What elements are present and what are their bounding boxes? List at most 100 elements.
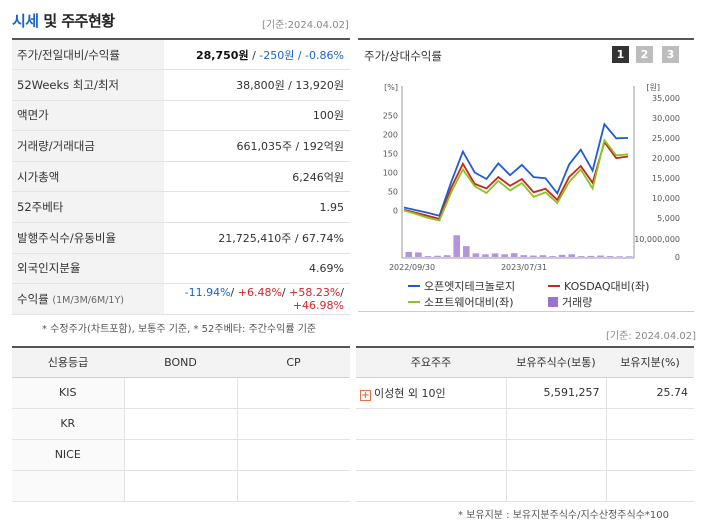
returns-periods: (1M/3M/6M/1Y) (52, 295, 124, 307)
volume-bar (558, 254, 566, 257)
left-tick-label: 0 (393, 207, 398, 216)
row-label: 외국인지분율 (12, 253, 164, 285)
table-row: 52주베타 1.95 (12, 191, 350, 224)
legend-swatch (408, 301, 420, 303)
chart-panel: 주가/상대수익률 1 2 3 [%] [원] 250 200 150 100 50 0 35,0… (358, 38, 694, 312)
agency-name: KIS (12, 377, 125, 409)
x-tick-label: 2022/09/30 (389, 263, 435, 272)
legend-swatch (548, 285, 560, 287)
column-header: 신용등급 (12, 346, 124, 378)
title-rest: 및 주주현황 (38, 12, 115, 30)
table-header-row: 주요주주 보유주식수(보통) 보유지분(%) (356, 346, 694, 378)
table-row (356, 470, 694, 502)
left-tick-label: 50 (388, 188, 398, 197)
volume-bar (424, 256, 432, 257)
left-axis-unit: [%] (384, 83, 398, 92)
right-price-tick-label: 10,000 (652, 194, 680, 203)
volume-bar (482, 254, 489, 257)
x-tick-label: 2023/07/31 (501, 263, 547, 272)
holder-name[interactable]: 이성현 외 10인 (374, 386, 446, 400)
volume-bar (520, 255, 528, 257)
bond-rating (124, 470, 238, 502)
row-value: 6,246억원 (164, 161, 350, 193)
legend-label: 소프트웨어대비(좌) (424, 296, 514, 309)
left-tick-label: 100 (383, 169, 398, 178)
row-value: 4.69% (164, 253, 350, 285)
holder-percent: 25.74 (606, 377, 694, 409)
bond-rating (124, 439, 238, 471)
row-label: 52Weeks 최고/최저 (12, 69, 164, 101)
left-tick-label: 150 (383, 150, 398, 159)
chart-tab-3[interactable]: 3 (662, 46, 679, 63)
right-volume-tick-label: 10,000,000 (634, 235, 680, 244)
legend-item: 소프트웨어대비(좌) (408, 294, 548, 310)
row-label: 시가총액 (12, 161, 164, 193)
credit-rating-table: 신용등급 BOND CP KIS KR NICE (12, 346, 350, 502)
agency-name: NICE (12, 439, 125, 471)
separator: / (248, 48, 260, 62)
holder-shares: 5,591,257 (506, 377, 607, 409)
volume-bar (415, 252, 422, 257)
return-1m: -11.94% (184, 286, 231, 300)
price-footnote: * 수정주가(차트포함), 보통주 기준, * 52주베타: 주간수익률 기준 (42, 324, 317, 335)
empty-cell (506, 408, 607, 440)
legend-label: KOSDAQ대비(좌) (564, 280, 650, 293)
volume-bar (587, 255, 595, 257)
volume-bar (491, 253, 499, 257)
right-volume-tick-label: 0 (675, 253, 680, 262)
volume-bar (530, 255, 537, 257)
table-row: NICE (12, 439, 350, 471)
table-row (12, 470, 350, 502)
empty-cell (606, 439, 694, 471)
volume-bar (616, 256, 623, 257)
agency-name: KR (12, 408, 125, 440)
cp-rating (237, 470, 350, 502)
right-price-tick-label: 15,000 (652, 174, 680, 183)
row-label: 수익률 (1M/3M/6M/1Y) (12, 283, 164, 315)
empty-cell (606, 408, 694, 440)
volume-bar (606, 256, 614, 257)
separator: / (230, 286, 238, 300)
empty-cell (356, 470, 507, 502)
volume-bar (578, 256, 585, 257)
volume-bar (453, 235, 460, 257)
table-row: 52Weeks 최고/최저 38,800원 / 13,920원 (12, 69, 350, 101)
agency-name (12, 470, 125, 502)
right-price-tick-label: 35,000 (652, 94, 680, 103)
volume-bar (472, 253, 480, 257)
volume-bar (597, 255, 604, 257)
table-row: 수익률 (1M/3M/6M/1Y) -11.94%/ +6.48%/ +58.2… (12, 283, 350, 315)
table-row (356, 408, 694, 440)
volume-bar (434, 255, 441, 257)
row-label: 52주베타 (12, 191, 164, 224)
empty-cell (506, 470, 607, 502)
separator: / (281, 286, 290, 300)
volume-bar (625, 256, 633, 257)
legend-item: 거래량 (548, 294, 688, 310)
chart-tab-1[interactable]: 1 (612, 46, 629, 63)
table-header-row: 신용등급 BOND CP (12, 346, 350, 378)
cp-rating (237, 408, 350, 440)
legend-label: 거래량 (562, 296, 593, 309)
right-price-tick-label: 25,000 (652, 134, 680, 143)
column-header: 보유주식수(보통) (506, 346, 606, 378)
empty-cell (356, 439, 507, 471)
row-value: 38,800원 / 13,920원 (164, 69, 350, 101)
holders-reference-date: [기준: 2024.04.02] (606, 331, 697, 342)
volume-bar (568, 254, 575, 257)
chart-tab-2[interactable]: 2 (636, 46, 653, 63)
chart-legend: 오픈엣지테크놀로지 KOSDAQ대비(좌) 소프트웨어대비(좌) 거래량 (408, 278, 688, 310)
row-value: 1.95 (164, 191, 350, 224)
volume-bar (463, 246, 470, 257)
row-value: 21,725,410주 / 67.74% (164, 222, 350, 254)
expand-plus-icon[interactable]: + (360, 389, 371, 401)
volume-bar (501, 254, 508, 257)
legend-item: KOSDAQ대비(좌) (548, 278, 688, 294)
cp-rating (237, 377, 350, 409)
title-accent: 시세 (12, 12, 39, 30)
table-row: 거래량/거래대금 661,035주 / 192억원 (12, 130, 350, 162)
right-axis-unit: [원] (646, 83, 660, 92)
return-1y: +46.98% (292, 299, 344, 313)
table-row: 외국인지분율 4.69% (12, 253, 350, 285)
table-row: 액면가 100원 (12, 100, 350, 132)
